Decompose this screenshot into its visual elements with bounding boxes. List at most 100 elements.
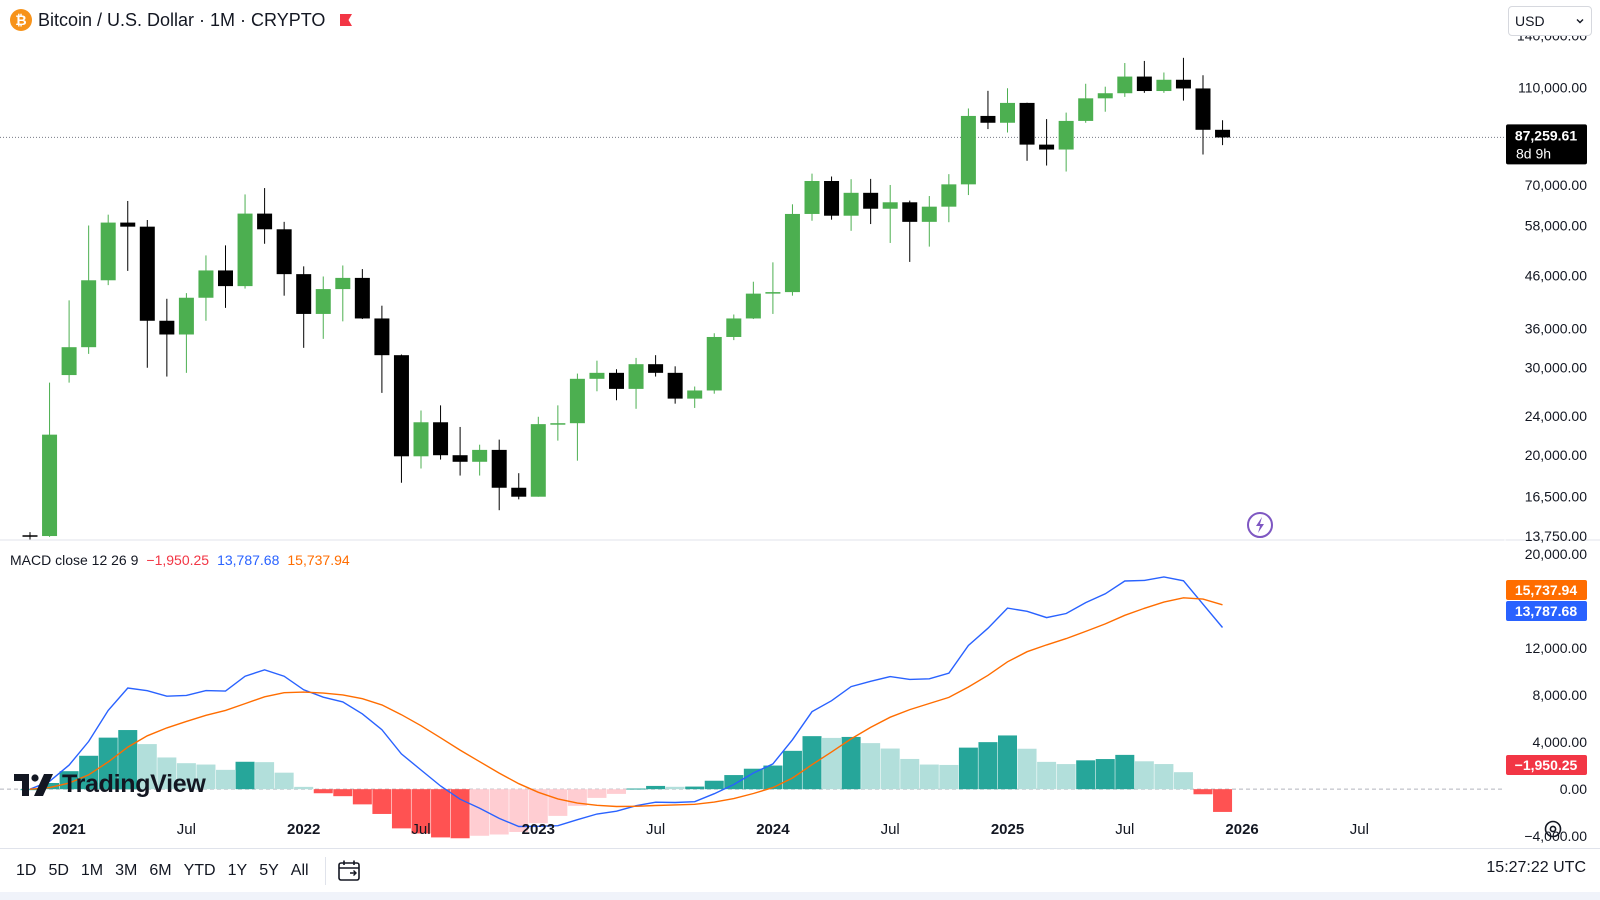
- tradingview-logo-icon: [14, 773, 53, 796]
- candle-body: [491, 449, 507, 488]
- macd-histogram-bar: [1037, 761, 1057, 790]
- candle-body: [139, 226, 155, 321]
- price-axis-tick: 20,000.00: [1525, 447, 1587, 463]
- time-axis-tick: Jul: [411, 821, 430, 838]
- candle-body: [511, 487, 527, 497]
- macd-histogram-bar: [802, 736, 822, 790]
- macd-histogram-bar: [235, 761, 255, 790]
- candle-body: [81, 280, 97, 348]
- chart-canvas[interactable]: 140,000.00110,000.0070,000.0058,000.0046…: [0, 0, 1600, 848]
- period-button-1d[interactable]: 1D: [16, 862, 37, 879]
- candle-body: [433, 422, 449, 456]
- price-axis-tick: 70,000.00: [1525, 177, 1587, 193]
- macd-histogram-bar: [509, 789, 529, 832]
- macd-histogram-bar: [1017, 748, 1037, 790]
- candle-body: [941, 184, 957, 207]
- candle-body: [22, 535, 38, 537]
- lightning-icon-ring: [1247, 512, 1273, 538]
- period-buttons: 1D 5D 1M 3M 6M YTD 1Y 5Y All: [10, 858, 315, 884]
- macd-histogram-bar: [841, 736, 861, 790]
- macd-histogram-bar: [352, 789, 372, 805]
- time-axis-tick: Jul: [1115, 821, 1134, 838]
- candle-body: [413, 422, 429, 457]
- signal-value-tag: [1506, 580, 1587, 600]
- price-axis-tick: 36,000.00: [1525, 320, 1587, 336]
- macd-axis-tick: 8,000.00: [1533, 687, 1588, 703]
- candle-body: [609, 372, 624, 389]
- macd-axis-tick: 12,000.00: [1525, 640, 1587, 656]
- symbol-title[interactable]: Bitcoin / U.S. Dollar · 1M · CRYPTO: [38, 9, 326, 30]
- period-button-3m[interactable]: 3M: [115, 862, 138, 879]
- utc-clock[interactable]: 15:27:22 UTC: [1486, 859, 1586, 876]
- macd-legend-label: MACD close 12 26 9: [10, 552, 139, 568]
- candle-body: [530, 424, 546, 497]
- tradingview-logo[interactable]: TradingView: [14, 770, 206, 799]
- flag-icon[interactable]: [339, 13, 353, 27]
- candle-body: [745, 293, 761, 319]
- lightning-icon: [1247, 512, 1273, 538]
- macd-histogram-bar: [880, 748, 900, 790]
- macd-histogram-bar: [626, 788, 646, 790]
- macd-histogram-bar: [861, 743, 881, 790]
- candle-body: [628, 364, 644, 389]
- candle-body: [1136, 76, 1152, 92]
- period-button-1m[interactable]: 1M: [80, 862, 104, 879]
- macd-legend[interactable]: MACD close 12 26 9 −1,950.25 13,787.68 1…: [10, 552, 350, 568]
- candle-body: [784, 213, 800, 293]
- macd-histogram-bar: [1134, 761, 1154, 790]
- macd-histogram-bar: [1115, 754, 1135, 790]
- macd-histogram-bar: [607, 789, 626, 794]
- macd-value-tag-text: 13,787.68: [1515, 603, 1577, 619]
- macd-histogram-bar: [782, 750, 802, 790]
- price-axis-tick: 110,000.00: [1518, 79, 1587, 95]
- candle-body: [902, 202, 918, 222]
- candle-body: [824, 180, 840, 216]
- macd-histogram-bar: [919, 764, 939, 790]
- macd-histogram-bar: [1173, 772, 1193, 790]
- candle-body: [1058, 120, 1074, 150]
- tradingview-logo-text: TradingView: [62, 770, 206, 798]
- candle-body: [1000, 102, 1015, 123]
- macd-histogram-bar: [137, 744, 157, 790]
- candle-body: [374, 318, 390, 356]
- period-button-1y[interactable]: 1Y: [227, 862, 248, 879]
- period-button-5d[interactable]: 5D: [48, 862, 69, 879]
- candle-body: [315, 289, 331, 314]
- period-button-all[interactable]: All: [290, 862, 309, 879]
- candle-body: [296, 274, 312, 314]
- candle-body: [472, 449, 488, 462]
- candle-body: [882, 202, 898, 209]
- macd-histogram-bar: [939, 764, 959, 790]
- macd-histogram-bar: [665, 786, 685, 790]
- calendar-goto-icon[interactable]: [336, 858, 362, 884]
- macd-histogram-bar: [763, 765, 783, 790]
- candle-body: [61, 347, 77, 376]
- currency-value: USD: [1515, 13, 1545, 29]
- chart-header: ₿ Bitcoin / U.S. Dollar · 1M · CRYPTO: [10, 6, 353, 34]
- time-axis-tick: 2025: [991, 821, 1024, 838]
- settings-gear-icon[interactable]: [1544, 820, 1562, 838]
- macd-histogram-bar: [333, 789, 353, 797]
- time-axis-tick: 2021: [52, 821, 85, 838]
- currency-select[interactable]: USD: [1508, 6, 1592, 36]
- macd-histogram-bar: [196, 764, 216, 790]
- time-axis-tick: Jul: [177, 821, 196, 838]
- toolbar-separator: [324, 857, 326, 885]
- macd-histogram-bar: [958, 747, 978, 790]
- macd-histogram-bar: [978, 742, 998, 790]
- macd-histogram-bar: [1095, 759, 1115, 790]
- candle-body: [765, 292, 781, 294]
- period-button-6m[interactable]: 6M: [149, 862, 172, 879]
- macd-histogram-bar: [294, 786, 314, 790]
- period-button-ytd[interactable]: YTD: [183, 862, 216, 879]
- macd-histogram-bar: [20, 789, 40, 791]
- macd-histogram-bar: [743, 768, 763, 790]
- period-button-5y[interactable]: 5Y: [259, 862, 279, 879]
- bottom-toolbar: 1D 5D 1M 3M 6M YTD 1Y 5Y All 15:27:22 UTC: [0, 848, 1600, 893]
- time-axis-tick: Jul: [881, 821, 900, 838]
- macd-histogram-bar: [685, 786, 705, 790]
- footer-strip: [0, 892, 1600, 900]
- macd-histogram-bar: [704, 780, 724, 790]
- macd-histogram-bar: [411, 789, 431, 834]
- macd-histogram-bar: [431, 789, 451, 838]
